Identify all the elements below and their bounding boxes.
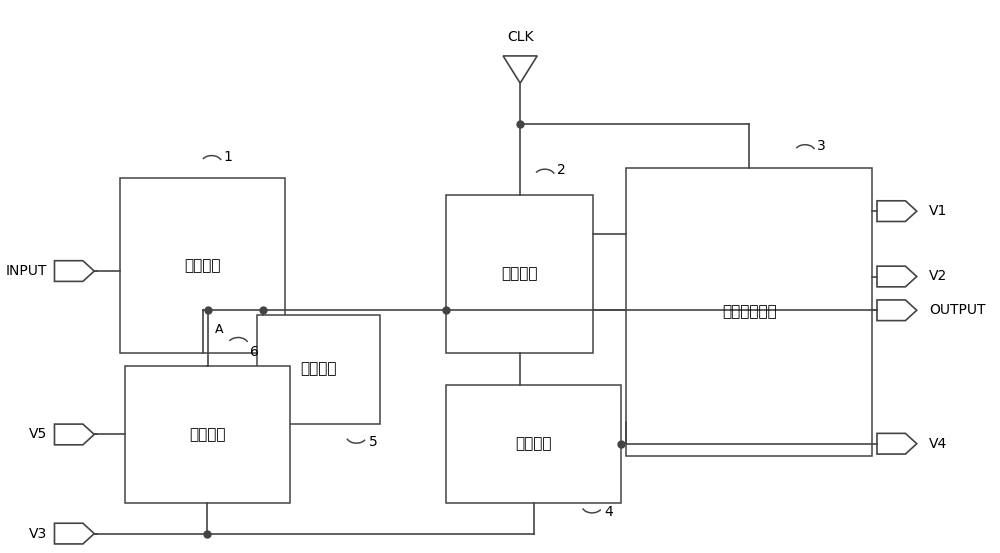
Text: V3: V3 xyxy=(29,526,47,541)
Text: 削角控制模块: 削角控制模块 xyxy=(722,304,777,320)
Text: 6: 6 xyxy=(250,345,259,359)
Text: OUTPUT: OUTPUT xyxy=(929,303,986,317)
Text: 5: 5 xyxy=(369,435,377,449)
Text: V5: V5 xyxy=(29,427,47,441)
Text: 4: 4 xyxy=(604,505,613,519)
Bar xyxy=(257,315,380,424)
Text: 电容模块: 电容模块 xyxy=(300,362,337,377)
Bar xyxy=(626,168,872,456)
Text: 输出模块: 输出模块 xyxy=(501,267,538,281)
Text: V1: V1 xyxy=(929,204,947,218)
Bar xyxy=(120,179,285,353)
Text: CLK: CLK xyxy=(507,30,533,44)
Text: 输入模块: 输入模块 xyxy=(184,258,221,273)
Text: V2: V2 xyxy=(929,269,947,284)
Bar xyxy=(446,385,621,503)
Text: INPUT: INPUT xyxy=(6,264,47,278)
Bar xyxy=(446,195,593,353)
Text: A: A xyxy=(215,323,224,336)
Text: V4: V4 xyxy=(929,437,947,451)
Text: 削角模块: 削角模块 xyxy=(516,436,552,451)
Text: 放电模块: 放电模块 xyxy=(189,427,226,442)
Text: 2: 2 xyxy=(557,163,566,178)
Text: 3: 3 xyxy=(817,139,826,153)
Bar xyxy=(125,367,290,503)
Text: 1: 1 xyxy=(224,150,233,164)
